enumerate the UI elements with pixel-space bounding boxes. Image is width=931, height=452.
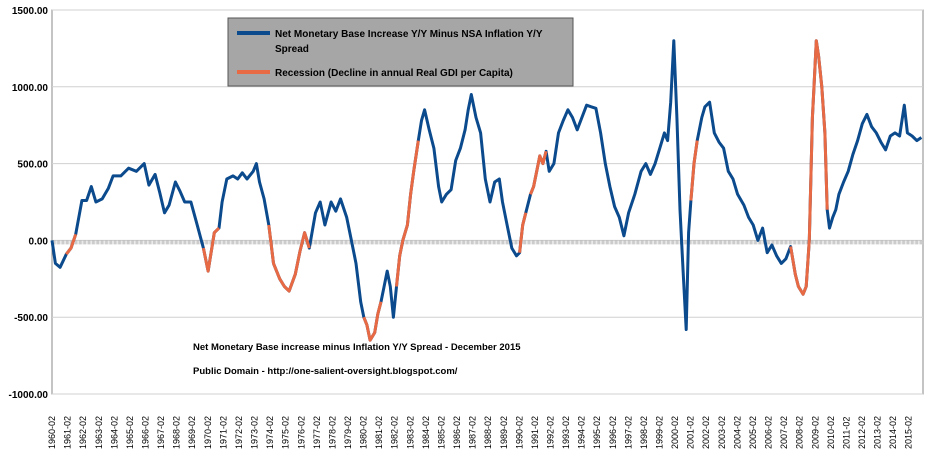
x-tick-label: 2010-02 (826, 416, 836, 449)
x-tick-label: 1976-02 (296, 416, 306, 449)
x-tick-label: 1993-02 (561, 416, 571, 449)
x-tick-label: 1980-02 (359, 416, 369, 449)
recession-segment (789, 39, 829, 296)
x-tick-label: 2007-02 (779, 416, 789, 449)
x-tick-label: 1977-02 (312, 416, 322, 449)
x-tick-label: 1992-02 (545, 416, 555, 449)
x-tick-label: 2015-02 (904, 416, 914, 449)
x-tick-label: 1994-02 (577, 416, 587, 449)
x-tick-label: 1989-02 (499, 416, 509, 449)
x-tick-label: 1972-02 (234, 416, 244, 449)
x-tick-label: 1962-02 (78, 416, 88, 449)
x-tick-label: 1975-02 (281, 416, 291, 449)
x-tick-label: 1982-02 (390, 416, 400, 449)
y-tick-label: 1500.00 (12, 6, 49, 17)
legend-label-series: Net Monetary Base Increase Y/Y Minus NSA… (275, 29, 543, 40)
recession-segment (689, 140, 699, 201)
series-lines (50, 39, 923, 342)
gridlines (52, 9, 923, 395)
x-tick-label: 1983-02 (405, 416, 415, 449)
x-tick-label: 2014-02 (888, 416, 898, 449)
x-tick-label: 1965-02 (125, 416, 135, 449)
y-tick-label: 500.00 (17, 160, 48, 171)
annotation-credit: Public Domain - http://one-salient-overs… (193, 366, 458, 377)
x-tick-label: 1963-02 (94, 416, 104, 449)
x-tick-label: 1986-02 (452, 416, 462, 449)
recession-segment (395, 140, 420, 287)
x-tick-label: 1991-02 (530, 416, 540, 449)
recession-segment (65, 233, 78, 256)
x-tick-label: 1967-02 (156, 416, 166, 449)
x-tick-label: 2003-02 (717, 416, 727, 449)
x-tick-label: 2001-02 (686, 416, 696, 449)
x-tick-label: 1978-02 (327, 416, 337, 449)
x-tick-label: 1966-02 (141, 416, 151, 449)
x-tick-label: 1997-02 (623, 416, 633, 449)
x-tick-label: 2011-02 (841, 417, 851, 449)
recession-segment (529, 150, 548, 195)
x-tick-label: 1961-02 (63, 416, 73, 449)
x-tick-label: 1996-02 (608, 416, 618, 449)
x-axis-ticks: 1960-02 1961-02 1962-02 1963-02 1964-02 1965-… (47, 416, 914, 449)
x-tick-label: 1998-02 (639, 416, 649, 449)
x-tick-label: 1970-02 (203, 416, 213, 449)
x-tick-label: 2000-02 (670, 416, 680, 449)
x-tick-label: 2012-02 (857, 416, 867, 449)
x-tick-label: 2005-02 (748, 416, 758, 449)
x-tick-label: 1995-02 (592, 416, 602, 449)
x-tick-label: 1987-02 (468, 416, 478, 449)
x-tick-label: 1979-02 (343, 416, 353, 449)
x-tick-label: 2013-02 (873, 416, 883, 449)
x-tick-label: 1999-02 (655, 416, 665, 449)
x-tick-label: 1969-02 (187, 416, 197, 449)
x-tick-label: 2006-02 (764, 416, 774, 449)
x-tick-label: 2004-02 (732, 416, 742, 449)
x-tick-label: 2009-02 (810, 416, 820, 449)
recession-segment (518, 212, 528, 253)
x-tick-label: 1988-02 (483, 416, 493, 449)
legend-label-recession: Recession (Decline in annual Real GDI pe… (275, 68, 513, 79)
x-tick-label: 1971-02 (218, 416, 228, 449)
x-tick-label: 1964-02 (109, 416, 119, 449)
x-tick-label: 1960-02 (47, 416, 57, 449)
x-tick-label: 2008-02 (795, 416, 805, 449)
annotation-title: Net Monetary Base increase minus Inflati… (193, 342, 521, 353)
y-tick-label: 0.00 (29, 236, 49, 247)
legend-label-series-cont: Spread (275, 44, 309, 55)
x-tick-label: 1968-02 (172, 416, 182, 449)
x-tick-label: 1990-02 (514, 416, 524, 449)
recession-segment (201, 227, 221, 273)
y-tick-label: -500.00 (14, 313, 48, 324)
y-tick-label: 1000.00 (12, 83, 49, 94)
x-tick-label: 2002-02 (701, 416, 711, 449)
x-tick-label: 1974-02 (265, 416, 275, 449)
y-tick-label: -1000.00 (9, 390, 49, 401)
x-tick-label: 1985-02 (436, 416, 446, 449)
legend-box (227, 17, 574, 87)
legend: Net Monetary Base Increase Y/Y Minus NSA… (227, 17, 574, 87)
x-tick-label: 1984-02 (421, 416, 431, 449)
recession-segment (267, 224, 311, 293)
x-tick-label: 1981-02 (374, 416, 384, 449)
recession-segment (362, 301, 383, 342)
y-axis-ticks: 1500.00 1000.00 500.00 0.00 -500.00 -1000.00 (9, 6, 49, 401)
x-tick-label: 1973-02 (250, 416, 260, 449)
